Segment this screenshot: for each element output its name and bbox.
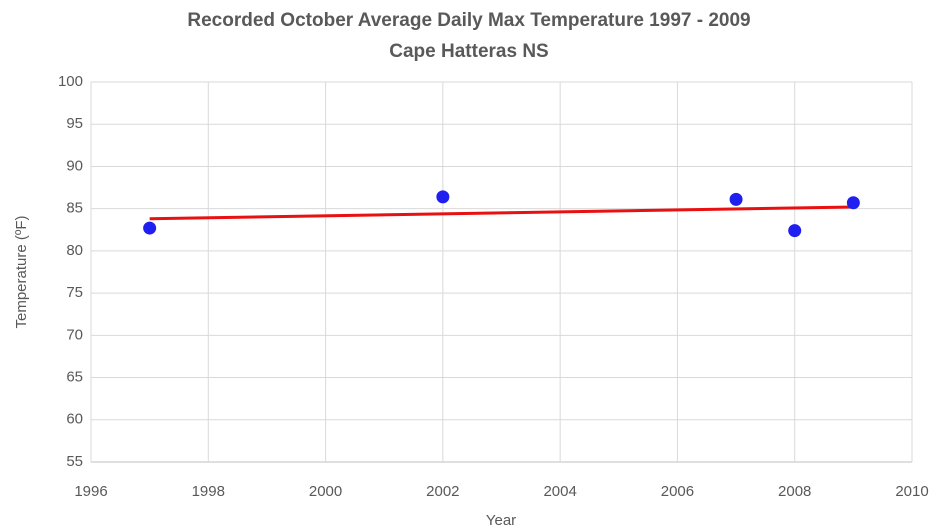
x-tick-label: 2010	[895, 483, 928, 500]
y-tick-label: 70	[66, 326, 83, 343]
data-point	[436, 190, 450, 204]
y-tick-label: 65	[66, 369, 83, 386]
y-axis-label: Temperature (ºF)	[13, 215, 30, 328]
x-tick-label: 2000	[309, 483, 342, 500]
trendline	[149, 205, 854, 221]
x-axis-label: Year	[486, 512, 516, 529]
chart-title: Recorded October Average Daily Max Tempe…	[187, 10, 750, 31]
data-point	[846, 196, 860, 210]
y-tick-label: 90	[66, 157, 83, 174]
chart-subtitle: Cape Hatteras NS	[389, 41, 548, 62]
y-tick-label: 60	[66, 411, 83, 428]
y-tick-label: 95	[66, 115, 83, 132]
x-tick-label: 1996	[74, 483, 107, 500]
y-tick-label: 80	[66, 242, 83, 259]
x-tick-label: 2008	[778, 483, 811, 500]
data-point	[729, 192, 743, 206]
data-point	[143, 221, 157, 235]
x-tick-label: 2006	[661, 483, 694, 500]
data-point	[788, 224, 802, 238]
y-tick-label: 55	[66, 453, 83, 470]
y-tick-label: 75	[66, 284, 83, 301]
x-tick-label: 2004	[543, 483, 576, 500]
y-tick-label: 100	[58, 73, 83, 90]
x-tick-label: 1998	[192, 483, 225, 500]
y-tick-label: 85	[66, 200, 83, 217]
x-tick-label: 2002	[426, 483, 459, 500]
